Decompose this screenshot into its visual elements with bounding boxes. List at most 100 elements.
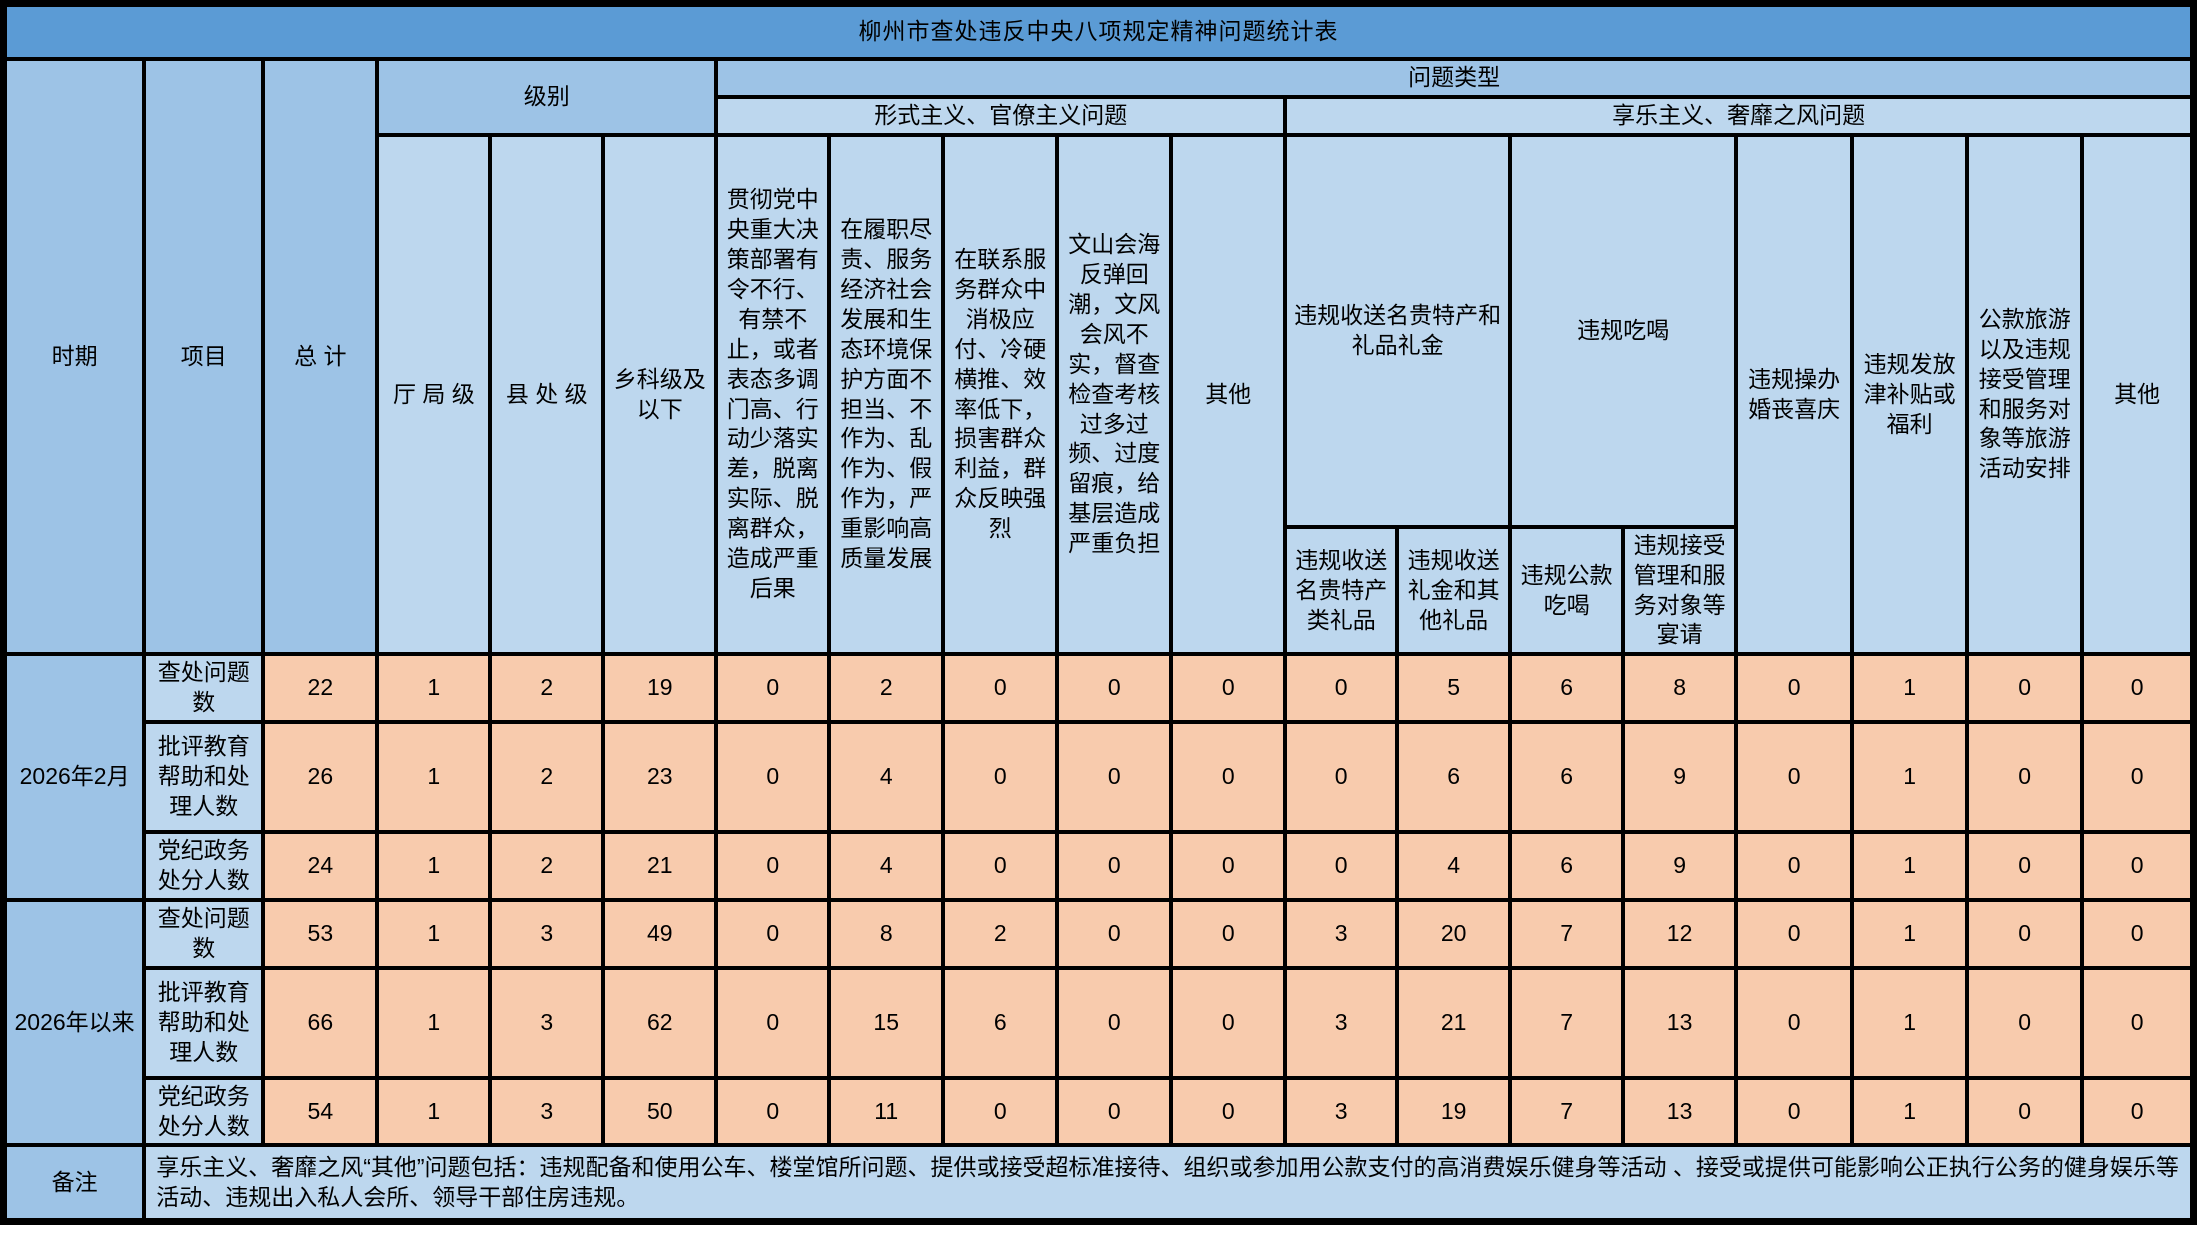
data-cell: 0 bbox=[1734, 652, 1855, 725]
table-row: 批评教育帮助和处理人数 26 1 2 23 0 4 0 0 0 0 6 6 9 0 1 0 0 bbox=[4, 720, 2196, 835]
data-cell: 3 bbox=[1283, 1075, 1400, 1148]
header-formalism-col-2: 在履职尽责、服务经济社会发展和生态环境保护方面不担当、不作为、乱作为、假作为，严… bbox=[827, 132, 946, 657]
data-cell: 0 bbox=[1055, 965, 1174, 1080]
header-total: 总 计 bbox=[261, 56, 380, 657]
data-cell: 2 bbox=[488, 720, 606, 835]
header-wedding-funeral: 违规操办婚丧喜庆 bbox=[1734, 132, 1855, 657]
data-cell: 0 bbox=[2080, 1075, 2196, 1148]
header-level-group: 级别 bbox=[375, 57, 719, 137]
data-cell: 21 bbox=[1395, 965, 1513, 1080]
data-cell: 6 bbox=[1508, 720, 1626, 835]
data-cell: 0 bbox=[1965, 1075, 2085, 1148]
header-hedonism-other: 其他 bbox=[2080, 132, 2196, 657]
data-cell: 0 bbox=[1283, 830, 1400, 902]
data-cell: 0 bbox=[1965, 720, 2085, 835]
data-cell: 11 bbox=[827, 1075, 946, 1148]
header-level-xiang: 乡科级及以下 bbox=[601, 132, 719, 657]
data-cell: 0 bbox=[1055, 897, 1174, 970]
data-cell: 0 bbox=[1169, 720, 1288, 835]
header-formalism-other: 其他 bbox=[1169, 132, 1288, 657]
data-cell: 3 bbox=[488, 1075, 606, 1148]
data-cell: 0 bbox=[1169, 652, 1288, 725]
data-cell: 0 bbox=[1734, 965, 1855, 1080]
data-cell: 6 bbox=[1395, 720, 1513, 835]
data-cell: 0 bbox=[1734, 830, 1855, 902]
data-cell: 0 bbox=[1055, 652, 1174, 725]
data-cell: 8 bbox=[1621, 652, 1739, 725]
data-cell: 9 bbox=[1621, 720, 1739, 835]
table-row: 2026年2月 查处问题数 22 1 2 19 0 2 0 0 0 0 5 6 8 0 1 0 0 bbox=[1, 652, 2196, 902]
data-cell: 0 bbox=[1283, 720, 1400, 835]
data-cell: 1 bbox=[1850, 830, 1970, 902]
data-cell: 66 bbox=[261, 965, 380, 1080]
data-cell: 20 bbox=[1395, 897, 1513, 970]
data-cell: 0 bbox=[1965, 897, 2085, 970]
data-cell: 23 bbox=[601, 720, 719, 835]
table-row: 2026年以来 查处问题数 53 1 3 49 0 8 2 0 0 3 20 7 12 0 1 0 0 bbox=[1, 897, 2196, 1148]
data-cell: 3 bbox=[488, 897, 606, 970]
header-hedonism-group: 享乐主义、奢靡之风问题 bbox=[1283, 94, 2196, 137]
data-cell: 12 bbox=[1621, 897, 1739, 970]
data-cell: 13 bbox=[1621, 1075, 1739, 1148]
data-cell: 4 bbox=[827, 720, 946, 835]
data-cell: 26 bbox=[261, 720, 380, 835]
data-cell: 0 bbox=[1055, 830, 1174, 902]
data-cell: 0 bbox=[1734, 720, 1855, 835]
data-cell: 0 bbox=[714, 1075, 832, 1148]
data-cell: 0 bbox=[714, 652, 832, 725]
data-cell: 13 bbox=[1621, 965, 1739, 1080]
header-period: 时期 bbox=[1, 56, 147, 657]
item-label-cell: 批评教育帮助和处理人数 bbox=[142, 720, 266, 835]
data-cell: 3 bbox=[1283, 897, 1400, 970]
header-level-xian: 县 处 级 bbox=[488, 132, 606, 657]
data-cell: 0 bbox=[1169, 965, 1288, 1080]
header-gifts-specialty: 违规收送名贵特产类礼品 bbox=[1283, 524, 1400, 657]
data-cell: 0 bbox=[941, 1075, 1060, 1148]
data-cell: 0 bbox=[2080, 830, 2196, 902]
data-cell: 1 bbox=[375, 1075, 493, 1148]
period-cell-0: 2026年2月 bbox=[1, 652, 147, 902]
data-cell: 3 bbox=[488, 965, 606, 1080]
data-cell: 2 bbox=[827, 652, 946, 725]
data-cell: 6 bbox=[1508, 652, 1626, 725]
header-formalism-col-3: 在联系服务群众中消极应付、冷硬横推、效率低下，损害群众利益，群众反映强烈 bbox=[941, 132, 1060, 657]
data-cell: 0 bbox=[1965, 830, 2085, 902]
data-cell: 50 bbox=[601, 1075, 719, 1148]
header-gifts-money: 违规收送礼金和其他礼品 bbox=[1395, 524, 1513, 657]
data-cell: 6 bbox=[941, 965, 1060, 1080]
data-cell: 0 bbox=[2080, 720, 2196, 835]
data-cell: 2 bbox=[488, 830, 606, 902]
data-cell: 21 bbox=[601, 830, 719, 902]
table-row: 党纪政务处分人数 24 1 2 21 0 4 0 0 0 0 4 6 9 0 1 0 0 bbox=[4, 830, 2196, 902]
header-formalism-col-4: 文山会海反弹回潮，文风会风不实，督查检查考核过多过频、过度留痕，给基层造成严重负… bbox=[1055, 132, 1174, 657]
header-formalism-col-1: 贯彻党中央重大决策部署有令不行、有禁不止，或者表态多调门高、行动少落实差，脱离实… bbox=[714, 132, 832, 657]
remark-label: 备注 bbox=[1, 1143, 147, 1224]
remark-text: 享乐主义、奢靡之风“其他”问题包括：违规配备和使用公车、楼堂馆所问题、提供或接受… bbox=[142, 1143, 2196, 1224]
data-cell: 1 bbox=[375, 652, 493, 725]
data-cell: 0 bbox=[941, 720, 1060, 835]
data-cell: 62 bbox=[601, 965, 719, 1080]
data-cell: 0 bbox=[1169, 1075, 1288, 1148]
data-cell: 54 bbox=[261, 1075, 380, 1148]
data-cell: 0 bbox=[1055, 1075, 1174, 1148]
data-cell: 1 bbox=[375, 965, 493, 1080]
item-label-cell: 批评教育帮助和处理人数 bbox=[142, 965, 266, 1080]
data-cell: 15 bbox=[827, 965, 946, 1080]
data-cell: 1 bbox=[1850, 965, 1970, 1080]
data-cell: 0 bbox=[714, 720, 832, 835]
data-cell: 0 bbox=[1169, 897, 1288, 970]
data-cell: 5 bbox=[1395, 652, 1513, 725]
data-cell: 1 bbox=[1850, 1075, 1970, 1148]
item-label-cell: 党纪政务处分人数 bbox=[142, 830, 266, 902]
header-formalism-group: 形式主义、官僚主义问题 bbox=[714, 94, 1288, 137]
data-cell: 1 bbox=[1850, 652, 1970, 725]
data-cell: 0 bbox=[714, 897, 832, 970]
data-cell: 1 bbox=[375, 720, 493, 835]
data-cell: 24 bbox=[261, 830, 380, 902]
data-cell: 0 bbox=[1283, 652, 1400, 725]
data-cell: 0 bbox=[2080, 897, 2196, 970]
header-public-travel: 公款旅游以及违规接受管理和服务对象等旅游活动安排 bbox=[1965, 132, 2085, 657]
data-cell: 4 bbox=[827, 830, 946, 902]
